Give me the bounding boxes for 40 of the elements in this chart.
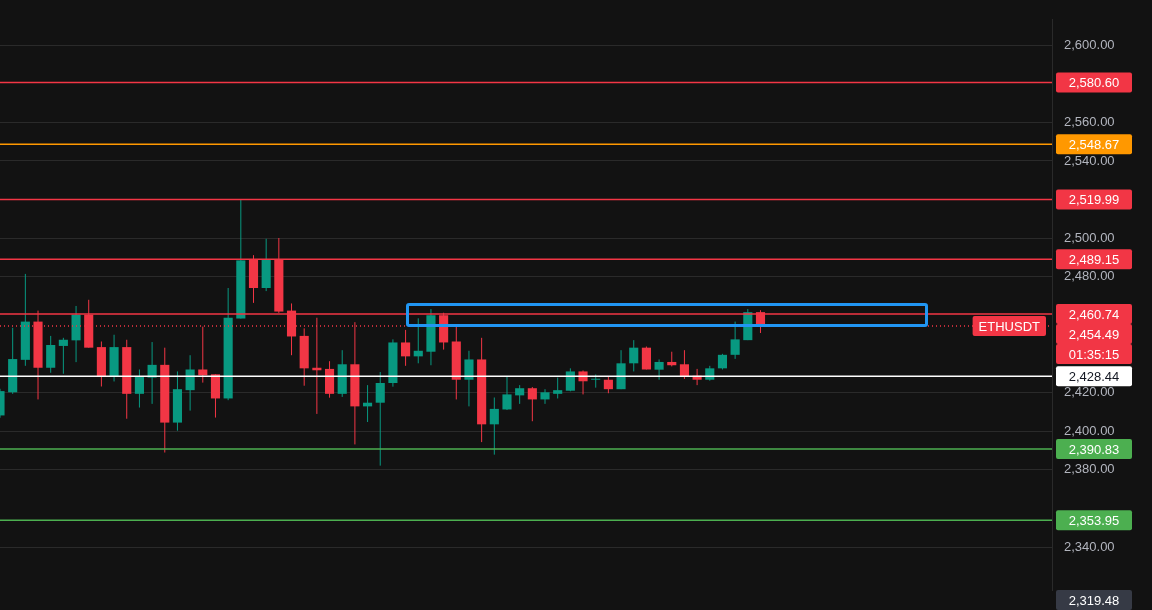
candlestick xyxy=(134,368,144,409)
y-tick-label: 2,400.00 xyxy=(1064,422,1115,438)
annotation: ETHUSDT xyxy=(978,318,1041,334)
ref-line-label: 2,390.83 xyxy=(1068,441,1120,457)
candlestick xyxy=(553,377,563,399)
y-tick-label: 2,380.00 xyxy=(1064,461,1115,477)
text: 2,319.48 xyxy=(1068,592,1120,608)
y-tick-label: 2,420.00 xyxy=(1064,384,1115,400)
ref-line-label: 2,454.49 xyxy=(1068,326,1120,342)
candlestick xyxy=(730,321,740,360)
ref-line-label: 2,489.15 xyxy=(1068,251,1120,267)
y-tick-label: 2,340.00 xyxy=(1064,538,1115,554)
candlestick xyxy=(375,371,385,467)
candlestick xyxy=(58,337,68,375)
candlestick xyxy=(147,341,157,405)
ref-line-label: 2,353.95 xyxy=(1068,512,1120,528)
candlestick xyxy=(654,358,664,381)
ref-line-label: 2,548.67 xyxy=(1068,136,1120,152)
candlestick xyxy=(679,349,689,380)
candlestick xyxy=(401,329,411,367)
y-tick-label: 2,560.00 xyxy=(1064,113,1115,129)
candlestick xyxy=(502,376,512,411)
text: 01:35:15 xyxy=(1068,346,1120,362)
candlestick xyxy=(527,386,537,422)
candlestick xyxy=(515,384,525,405)
ref-line-label: 2,519.99 xyxy=(1068,192,1120,208)
candlestick xyxy=(489,396,499,456)
ref-line-label: 2,580.60 xyxy=(1068,75,1120,91)
y-tick-label: 2,600.00 xyxy=(1064,36,1115,52)
candlestick xyxy=(198,326,208,384)
candlestick xyxy=(464,350,474,407)
candlestick xyxy=(46,335,56,374)
y-tick-label: 2,540.00 xyxy=(1064,152,1115,168)
candlestick xyxy=(185,354,195,412)
y-tick-label: 2,480.00 xyxy=(1064,268,1115,284)
ref-line-label: 2,460.74 xyxy=(1068,306,1120,322)
y-tick-label: 2,500.00 xyxy=(1064,229,1115,245)
ref-line-label: 2,428.44 xyxy=(1068,368,1120,384)
candlestick xyxy=(540,388,550,405)
candlestick xyxy=(629,339,639,372)
